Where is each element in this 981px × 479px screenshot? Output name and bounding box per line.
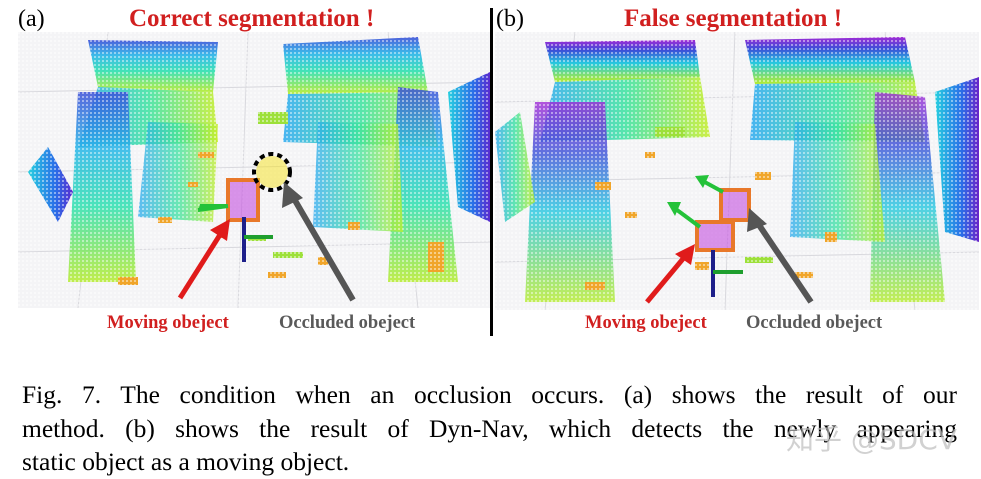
occluded-object-label-b: Occluded obeject [746, 313, 883, 333]
watermark: 知乎 @SDCV [786, 423, 957, 456]
caption-line-2: method. (b) shows the result of Dyn-Nav,… [22, 413, 957, 443]
occluded-object-label-a: Occluded obeject [279, 313, 416, 333]
panel-a: (a) Correct segmentation ! [0, 0, 490, 336]
panel-b-title: False segmentation ! [624, 5, 843, 32]
caption-line-1: Fig. 7. The condition when an occlusion … [22, 380, 957, 409]
panel-divider [490, 8, 493, 336]
panel-a-title: Correct segmentation ! [129, 5, 375, 32]
panel-b-label: (b) [496, 6, 524, 32]
moving-object-label-b: Moving obeject [585, 313, 707, 333]
panel-b: (b) False segmentation ! [493, 0, 981, 336]
point-cloud-image-a [18, 32, 490, 308]
caption-line-3: static object as a moving object. [22, 447, 350, 476]
figure-caption: Fig. 7. The condition when an occlusion … [22, 378, 957, 479]
point-cloud-image-b [495, 32, 979, 310]
moving-object-label-a: Moving obeject [107, 313, 229, 333]
panel-a-label: (a) [18, 6, 45, 32]
